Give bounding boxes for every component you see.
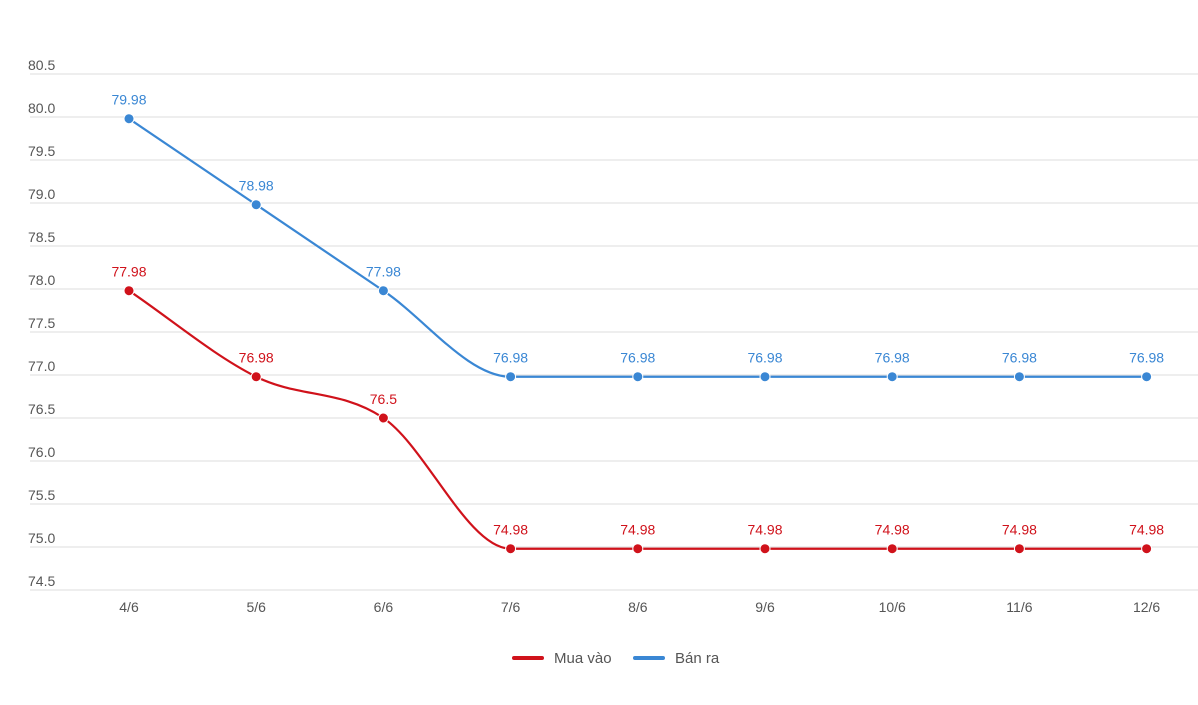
- y-tick-label: 78.5: [28, 229, 55, 245]
- y-tick-label: 75.5: [28, 487, 55, 503]
- data-label: 74.98: [493, 522, 528, 538]
- y-tick-label: 77.0: [28, 358, 55, 374]
- data-label: 74.98: [1002, 522, 1037, 538]
- x-tick-label: 6/6: [374, 599, 394, 615]
- data-label: 76.98: [1129, 350, 1164, 366]
- data-label: 79.98: [111, 92, 146, 108]
- series-ban-ra: 79.98 78.98 77.98 76.98 76.98 76.98 76.98 76.98…: [111, 92, 1164, 383]
- x-tick-label: 10/6: [879, 599, 906, 615]
- data-point[interactable]: [886, 543, 898, 555]
- y-tick-label: 74.5: [28, 573, 55, 589]
- data-point[interactable]: [1013, 543, 1025, 555]
- data-label: 76.5: [370, 391, 397, 407]
- y-axis: 80.5 80.0 79.5 79.0 78.5 78.0 77.5 77.0 76.5 76.0…: [28, 57, 55, 589]
- data-label: 76.98: [875, 350, 910, 366]
- y-tick-label: 79.0: [28, 186, 55, 202]
- data-label: 74.98: [620, 522, 655, 538]
- data-point[interactable]: [505, 371, 517, 383]
- data-point[interactable]: [759, 543, 771, 555]
- x-tick-label: 11/6: [1006, 599, 1032, 615]
- y-tick-label: 76.5: [28, 401, 55, 417]
- data-point[interactable]: [759, 371, 771, 383]
- legend-label: Mua vào: [554, 650, 612, 667]
- legend: Mua vào Bán ra: [512, 650, 720, 667]
- y-tick-label: 75.0: [28, 530, 55, 546]
- data-label: 76.98: [493, 350, 528, 366]
- series-line: [128, 117, 1147, 378]
- data-point[interactable]: [250, 199, 262, 211]
- data-label: 78.98: [239, 178, 274, 194]
- data-point[interactable]: [377, 412, 389, 424]
- data-point[interactable]: [632, 371, 644, 383]
- data-label: 77.98: [366, 264, 401, 280]
- legend-item-mua-vao[interactable]: Mua vào: [512, 650, 612, 667]
- x-tick-label: 4/6: [119, 599, 139, 615]
- data-point[interactable]: [250, 371, 262, 383]
- x-tick-label: 5/6: [246, 599, 266, 615]
- legend-item-ban-ra[interactable]: Bán ra: [633, 650, 720, 667]
- x-tick-label: 12/6: [1133, 599, 1160, 615]
- y-tick-label: 77.5: [28, 315, 55, 331]
- data-point[interactable]: [1141, 543, 1153, 555]
- y-tick-label: 79.5: [28, 143, 55, 159]
- gridlines: [30, 73, 1198, 591]
- y-tick-label: 76.0: [28, 444, 55, 460]
- series-lines: 77.98 76.98 76.5 74.98 74.98 74.98 74.98 74.98 7…: [111, 92, 1164, 555]
- x-tick-label: 7/6: [501, 599, 521, 615]
- data-point[interactable]: [1141, 371, 1153, 383]
- y-tick-label: 80.0: [28, 100, 55, 116]
- x-tick-label: 9/6: [755, 599, 775, 615]
- data-point[interactable]: [632, 543, 644, 555]
- data-label: 76.98: [1002, 350, 1037, 366]
- data-label: 76.98: [239, 350, 274, 366]
- data-point[interactable]: [377, 285, 389, 297]
- data-label: 74.98: [747, 522, 782, 538]
- y-tick-label: 78.0: [28, 272, 55, 288]
- data-label: 74.98: [1129, 522, 1164, 538]
- legend-label: Bán ra: [675, 650, 720, 667]
- series-line: [128, 289, 1147, 550]
- x-axis: 4/6 5/6 6/6 7/6 8/6 9/6 10/6 11/6 12/6: [119, 599, 1160, 615]
- data-point[interactable]: [886, 371, 898, 383]
- y-tick-label: 80.5: [28, 57, 55, 73]
- data-point[interactable]: [123, 285, 135, 297]
- data-label: 76.98: [620, 350, 655, 366]
- x-tick-label: 8/6: [628, 599, 648, 615]
- data-label: 76.98: [747, 350, 782, 366]
- data-label: 74.98: [875, 522, 910, 538]
- series-mua-vao: 77.98 76.98 76.5 74.98 74.98 74.98 74.98 74.98 7…: [111, 264, 1164, 555]
- data-point[interactable]: [1013, 371, 1025, 383]
- data-point[interactable]: [505, 543, 517, 555]
- data-point[interactable]: [123, 113, 135, 125]
- data-label: 77.98: [111, 264, 146, 280]
